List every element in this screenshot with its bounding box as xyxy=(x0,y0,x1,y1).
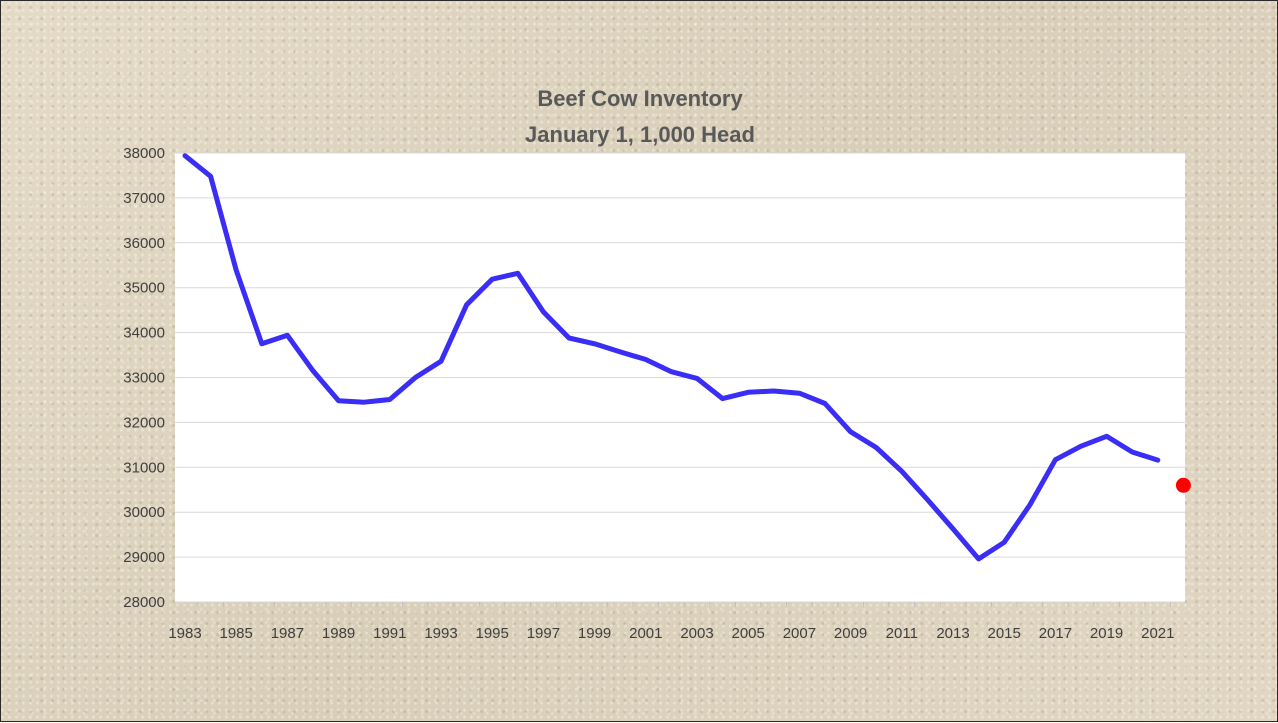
y-tick-label: 29000 xyxy=(123,549,165,566)
y-tick-label: 34000 xyxy=(123,325,165,342)
forecast-point xyxy=(1175,477,1191,493)
x-tick-label: 2017 xyxy=(1039,625,1072,642)
y-tick-label: 30000 xyxy=(123,504,165,521)
y-tick-label: 31000 xyxy=(123,459,165,476)
x-tick-label: 2009 xyxy=(834,625,867,642)
x-tick-label: 2007 xyxy=(783,625,816,642)
x-tick-label: 1985 xyxy=(220,625,253,642)
series-line xyxy=(182,153,1161,562)
y-tick-label: 37000 xyxy=(123,190,165,207)
x-tick-label: 1995 xyxy=(476,625,509,642)
x-tick-label: 1983 xyxy=(168,625,201,642)
x-tick-label: 2001 xyxy=(629,625,662,642)
x-tick-label: 2021 xyxy=(1141,625,1174,642)
x-tick-label: 2015 xyxy=(988,625,1021,642)
x-tick-label: 2019 xyxy=(1090,625,1123,642)
y-tick-label: 38000 xyxy=(123,145,165,162)
x-tick-label: 1989 xyxy=(322,625,355,642)
y-tick-label: 28000 xyxy=(123,594,165,611)
x-tick-label: 1991 xyxy=(373,625,406,642)
axes: 38000 37000 36000 35000 34000 33000 32000 31000… xyxy=(123,145,1185,642)
x-tick-label: 2011 xyxy=(886,625,918,642)
x-tick-label: 1997 xyxy=(527,625,560,642)
x-tick-label: 1987 xyxy=(271,625,304,642)
y-tick-label: 35000 xyxy=(123,280,165,297)
y-tick-label: 32000 xyxy=(123,414,165,431)
x-tick-label: 2003 xyxy=(680,625,713,642)
x-tick-label: 1999 xyxy=(578,625,611,642)
x-tick-label: 2005 xyxy=(732,625,765,642)
gridlines xyxy=(175,152,1185,558)
x-tick-label: 1993 xyxy=(424,625,457,642)
chart-title: Beef Cow Inventory xyxy=(537,86,743,111)
series-layer xyxy=(182,153,1191,562)
chart-subtitle: January 1, 1,000 Head xyxy=(525,122,755,147)
x-tick-label: 2013 xyxy=(936,625,969,642)
y-tick-label: 36000 xyxy=(123,235,165,252)
y-tick-label: 33000 xyxy=(123,370,165,387)
